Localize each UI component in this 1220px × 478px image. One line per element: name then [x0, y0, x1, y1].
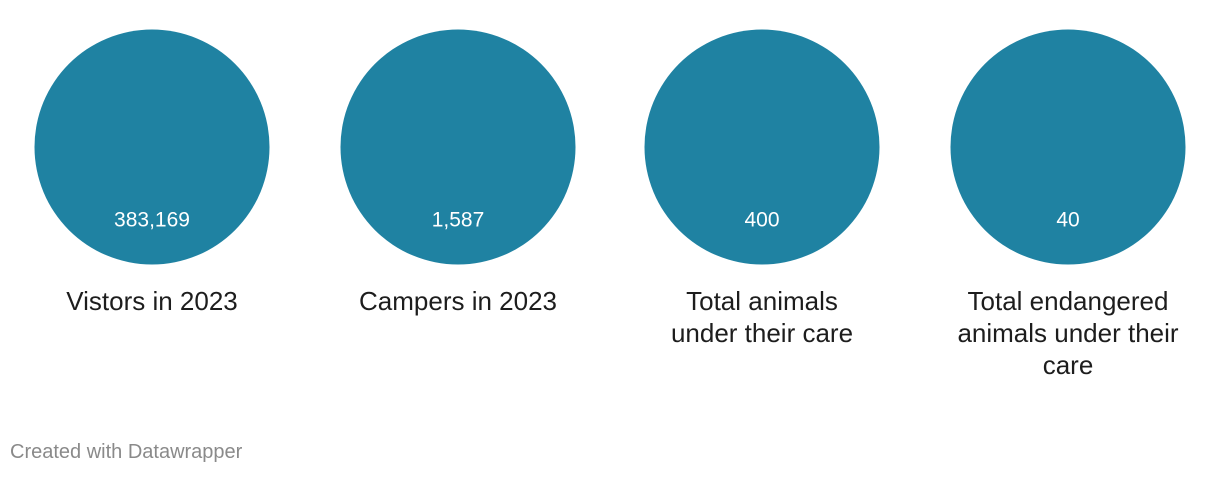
category-label-line: animals under their	[957, 318, 1178, 348]
bubble-4	[950, 29, 1186, 265]
value-label-1: 383,169	[114, 209, 190, 232]
category-label-1: Vistors in 2023	[66, 286, 238, 316]
category-label-line: Total animals	[686, 286, 838, 316]
category-label-line: care	[1043, 350, 1094, 380]
value-label-2: 1,587	[432, 209, 485, 232]
category-label-line: Vistors in 2023	[66, 286, 238, 316]
category-label-line: Campers in 2023	[359, 286, 557, 316]
category-label-line: Total endangered	[968, 286, 1169, 316]
category-label-4: Total endangered animals under their care	[957, 286, 1178, 380]
category-label-line: under their care	[671, 318, 853, 348]
value-label-4: 40	[1056, 209, 1079, 232]
bubble-1	[34, 29, 270, 265]
bubble-chart: 383,169 Vistors in 2023 1,587 Campers in 20…	[34, 29, 1186, 380]
datawrapper-credit[interactable]: Created with Datawrapper	[10, 441, 243, 463]
bubble-2	[340, 29, 576, 265]
category-label-3: Total animals under their care	[671, 286, 853, 348]
category-label-2: Campers in 2023	[359, 286, 557, 316]
value-label-3: 400	[744, 209, 779, 232]
chart-marks: 383,169 Vistors in 2023 1,587 Campers in 20…	[34, 29, 1186, 380]
bubble-3	[644, 29, 880, 265]
